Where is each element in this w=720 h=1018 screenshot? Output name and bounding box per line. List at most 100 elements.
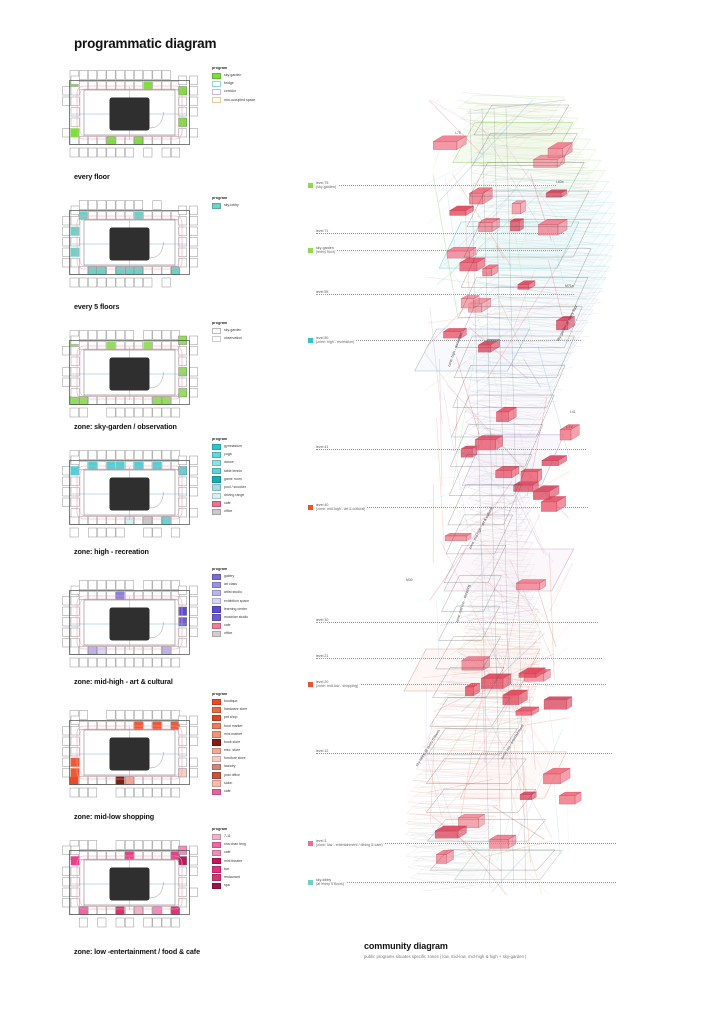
level-label-main: level 3	[316, 838, 327, 843]
legend-swatch	[212, 451, 221, 459]
legend-item: sky-garden	[212, 327, 286, 334]
legend-swatch	[212, 764, 221, 771]
level-marker-level-41: level 41	[308, 444, 608, 458]
legend-swatch	[212, 882, 221, 890]
floor-plan-drawing	[62, 450, 198, 538]
level-chip-level-50	[308, 337, 313, 343]
legend-swatch	[212, 833, 221, 840]
level-marker-level-71: level 71	[308, 228, 608, 242]
legend-item: table tennis	[212, 468, 286, 475]
floor-plan-every-floor	[62, 68, 198, 160]
level-label-main: sky-garden	[316, 245, 334, 250]
legend-swatch	[212, 772, 221, 779]
floor-plan-drawing	[62, 580, 198, 668]
legend-swatch	[212, 622, 221, 630]
legend-swatch	[212, 484, 221, 491]
legend-item: non-occupied space	[212, 97, 286, 104]
level-marker-sky-lobby: sky-lobby (at every 5 floors)	[308, 877, 616, 891]
community-diagram-title: community diagram	[364, 941, 448, 951]
legend-item: mini theatre	[212, 858, 286, 865]
level-label-sub: (zone: mid-high - art & cultural)	[316, 507, 366, 512]
legend-label: dance	[224, 460, 234, 465]
legend-label: elec. store	[224, 748, 241, 753]
legend-label: cafe	[224, 623, 231, 628]
legend-label: exhibition space	[224, 598, 250, 603]
legend-swatch	[212, 581, 221, 589]
level-label-main: level 55	[316, 289, 329, 294]
legend-zone-sky-garden: program sky-garden observation	[212, 321, 286, 343]
legend-label: musician studio	[224, 614, 249, 619]
legend-label: sky-garden	[224, 72, 242, 77]
legend-swatch	[212, 492, 221, 500]
community-diagram-column: level 75 (sky-garden) level 71 sky-garden (e…	[298, 0, 720, 1018]
level-label-level-3: level 3 (zone: low - entertainment / dini…	[316, 838, 385, 849]
legend-item: pool / snooker	[212, 484, 286, 491]
floor-plan-every-5-floors	[62, 198, 198, 290]
legend-label: driving range	[224, 493, 245, 498]
legend-every-5-floors: program sky-lobby	[212, 196, 286, 210]
legend-swatch	[212, 459, 221, 467]
legend-item: pet shop	[212, 714, 286, 722]
level-leader-line	[316, 340, 581, 341]
legend-item: laundry	[212, 764, 286, 771]
legend-label: observation	[224, 336, 243, 341]
legend-item: salon	[212, 780, 286, 787]
level-leader-line	[316, 753, 612, 754]
legend-item: cafe	[212, 622, 286, 630]
legend-item: spa	[212, 882, 286, 890]
level-marker-level-21: level 21	[308, 653, 608, 667]
floor-plan-drawing	[62, 840, 198, 928]
legend-swatch	[212, 97, 221, 104]
level-marker-sky-garden-every-floor: sky-garden (every floor)	[308, 245, 608, 259]
level-label-level-41: level 41	[316, 444, 331, 450]
level-leader-line	[316, 250, 562, 251]
level-label-main: level 75	[316, 180, 329, 185]
legend-title: program	[212, 692, 228, 696]
floor-plan-drawing	[62, 330, 198, 418]
legend-label: book store	[224, 739, 241, 744]
legend-label: pool / snooker	[224, 484, 246, 489]
legend-item: learning center	[212, 606, 286, 613]
legend-label: boutique	[224, 698, 238, 703]
legend-label: salon	[224, 780, 233, 785]
legend-title: program	[212, 196, 228, 200]
legend-swatch	[212, 630, 221, 638]
level-label-main: level 41	[316, 444, 329, 449]
legend-label: table tennis	[224, 468, 242, 473]
level-chip-level-20	[308, 681, 313, 687]
legend-item: bar	[212, 866, 286, 873]
level-label-main: level 30	[316, 617, 329, 622]
level-tag-tag-lv: L.LV	[566, 425, 573, 429]
level-label-level-75: level 75 (sky-garden)	[316, 180, 339, 191]
legend-swatch	[212, 202, 221, 209]
legend-item: yoga	[212, 451, 286, 459]
floor-plan-zone-sky-garden	[62, 328, 198, 420]
level-leader-line	[316, 294, 574, 295]
legend-item: game room	[212, 476, 286, 483]
legend-swatch	[212, 614, 221, 621]
legend-swatch	[212, 866, 221, 873]
level-marker-level-12: level 12	[308, 748, 612, 762]
legend-swatch	[212, 335, 221, 343]
level-tag-tag-l41: L41	[570, 410, 576, 414]
level-label-level-20: level 20 (zone: mid-low - shopping)	[316, 679, 361, 690]
legend-swatch	[212, 788, 221, 795]
legend-swatch	[212, 698, 221, 705]
level-chip-sky-garden-every-floor	[308, 247, 313, 253]
level-marker-level-55: level 55	[308, 289, 608, 303]
legend-label: 7-11	[224, 833, 231, 838]
legend-item: cafe	[212, 500, 286, 508]
legend-label: sky-garden	[224, 327, 242, 332]
level-label-main: level 71	[316, 228, 329, 233]
legend-item: dance	[212, 459, 286, 467]
legend-item: restaurant	[212, 874, 286, 881]
level-label-sub: (zone: low - entertainment / dining & ca…	[316, 843, 383, 848]
legend-zone-mid-high: program gallery art class artist studio exhi…	[212, 567, 286, 639]
level-leader-line	[316, 185, 556, 186]
legend-item: furniture store	[212, 755, 286, 763]
legend-item: gallery	[212, 573, 286, 580]
legend-item: boutique	[212, 698, 286, 705]
plan-label-zone-high-recreation: zone: high - recreation	[74, 547, 149, 556]
floor-plan-drawing	[62, 70, 198, 158]
